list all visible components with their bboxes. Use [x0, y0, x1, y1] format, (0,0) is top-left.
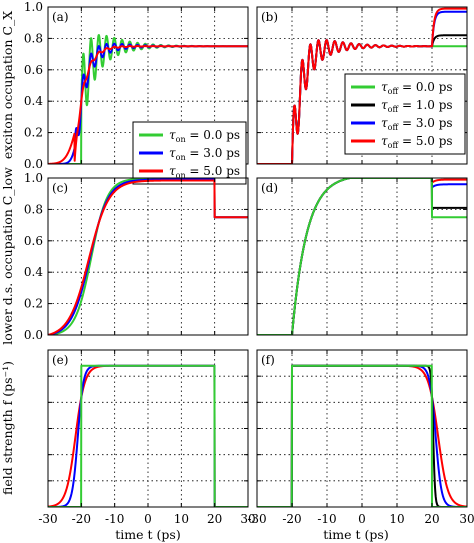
panel-f: -30 -20 -10 0 10 20 30 (f): [247, 349, 474, 526]
legend-entry: τoff = 3.0 ps: [381, 116, 453, 132]
series-line-3: [48, 364, 248, 507]
x-tick-label: -10: [105, 512, 124, 526]
y-tick-label: 0.8: [24, 31, 43, 45]
legend-symbol: τ: [169, 128, 176, 142]
legend-subscript: on: [176, 153, 186, 162]
ylabel-exciton: exciton occupation C_X: [0, 11, 15, 159]
legend-entry: τoff = 1.0 ps: [381, 98, 453, 114]
legend-value: = 1.0 ps: [398, 98, 452, 112]
series-line-4: [257, 7, 467, 164]
y-tick-label: 0.8: [24, 202, 43, 216]
legend-subscript: on: [176, 135, 186, 144]
legend-value: = 5.0 ps: [398, 134, 452, 148]
legend-entry: τon = 0.0 ps: [169, 128, 240, 144]
x-tick-label: 10: [389, 512, 404, 526]
panel-label: (c): [52, 181, 68, 195]
x-tick-label: -20: [282, 512, 301, 526]
legend-symbol: τ: [169, 146, 176, 160]
x-tick-label: 0: [144, 512, 152, 526]
y-tick-label: 0.2: [24, 297, 43, 311]
legend-subscript: off: [388, 105, 400, 114]
legend-symbol: τ: [381, 98, 388, 112]
legend-symbol: τ: [169, 164, 176, 178]
panel-e: -30 -20 -10 0 10 20 30 (e): [38, 349, 256, 526]
ylabel-field: field strength f (ps⁻¹): [0, 361, 15, 495]
x-tick-label: 30: [459, 512, 474, 526]
y-tick-label: 0.6: [24, 234, 43, 248]
series-line-1: [48, 178, 248, 335]
legend-subscript: off: [388, 123, 400, 132]
legend-entry: τon = 5.0 ps: [169, 164, 240, 180]
legend-symbol: τ: [381, 116, 388, 130]
legend-entry: τoff = 0.0 ps: [381, 80, 453, 96]
legend-entry: τoff = 5.0 ps: [381, 134, 453, 150]
panel-label: (a): [52, 10, 69, 24]
panel-label: (e): [52, 353, 68, 367]
y-tick-label: 1.0: [24, 171, 43, 185]
legend-value: = 0.0 ps: [186, 128, 240, 142]
legend-subscript: off: [388, 87, 400, 96]
legend-value: = 3.0 ps: [398, 116, 452, 130]
xlabel-right: time t (ps): [323, 527, 388, 542]
y-tick-label: 0.4: [24, 94, 43, 108]
panel-label: (f): [261, 353, 275, 367]
x-tick-label: 30: [240, 512, 255, 526]
x-tick-label: -20: [72, 512, 91, 526]
x-tick-label: 10: [174, 512, 189, 526]
y-tick-label: 0.6: [24, 63, 43, 77]
y-tick-label: 1.0: [24, 0, 43, 14]
y-tick-label: 0.0: [24, 328, 43, 342]
ylabel-lower-ds: lower d.s. occupation C_low: [0, 167, 15, 345]
legend-symbol: τ: [381, 80, 388, 94]
legend-value: = 0.0 ps: [398, 80, 452, 94]
y-tick-label: 0.4: [24, 265, 43, 279]
x-tick-label: -30: [38, 512, 57, 526]
legend-value: = 5.0 ps: [186, 164, 240, 178]
y-tick-label: 0.0: [24, 157, 43, 171]
series-line-4: [257, 364, 467, 507]
y-tick-label: 0.2: [24, 126, 43, 140]
x-tick-label: -30: [247, 512, 266, 526]
x-tick-label: 20: [424, 512, 439, 526]
legend-symbol: τ: [381, 134, 388, 148]
legend-box: [132, 121, 247, 185]
panel-label: (d): [261, 181, 278, 195]
legend-subscript: off: [388, 141, 400, 150]
xlabel-left: time t (ps): [115, 527, 180, 542]
panel-c: 0.0 0.2 0.4 0.6 0.8 1.0 (c): [24, 171, 249, 342]
series-line-4: [257, 178, 467, 335]
panel-label: (b): [261, 10, 278, 24]
legend-subscript: on: [176, 171, 186, 180]
x-tick-label: 0: [358, 512, 366, 526]
x-tick-label: 20: [207, 512, 222, 526]
series-line-3: [48, 45, 248, 164]
panel-d: (d): [256, 177, 468, 336]
legend-entry: τon = 3.0 ps: [169, 146, 240, 162]
x-tick-label: -10: [317, 512, 336, 526]
legend-value: = 3.0 ps: [186, 146, 240, 160]
